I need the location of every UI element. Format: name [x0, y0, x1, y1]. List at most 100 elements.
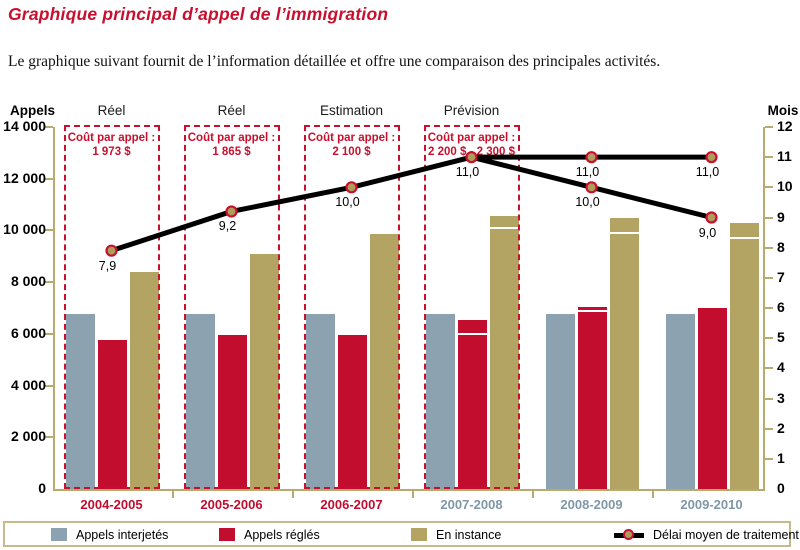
x-axis-line	[53, 489, 765, 491]
x-axis-year-label-2008-2009: 2008-2009	[560, 497, 623, 512]
left-axis-tick	[45, 384, 53, 387]
right-axis-tick	[765, 126, 773, 128]
bar-En instance-2005-2006	[249, 253, 279, 489]
right-axis-tick-label: 10	[777, 178, 793, 195]
bar-range-divider	[729, 237, 759, 240]
left-axis-tick	[45, 281, 53, 284]
left-axis-title: Appels	[10, 103, 56, 118]
legend-swatch-Appels réglés	[219, 528, 235, 541]
cost-per-appeal-note: Coût par appel :2 100 $	[307, 132, 396, 158]
left-axis-tick-label: 14 000	[3, 118, 46, 134]
left-axis-tick-label: 6 000	[10, 324, 46, 341]
legend-label-En instance: En instance	[436, 528, 502, 542]
right-axis-tick	[765, 457, 773, 460]
left-axis-tick-label: 10 000	[3, 221, 46, 238]
right-axis-tick-label: 0	[777, 480, 785, 496]
right-axis-tick-label: 8	[777, 238, 785, 255]
x-axis-group-tick	[531, 491, 534, 498]
delay-value-label: 7,9	[98, 258, 117, 273]
bar-Appels interjetés-2008-2009	[545, 314, 575, 489]
left-axis-tick-label: 4 000	[10, 376, 46, 393]
bar-En instance-2004-2005	[129, 271, 159, 489]
bar-range-divider	[577, 309, 607, 312]
left-axis-tick	[45, 436, 53, 439]
right-axis-tick	[765, 397, 773, 400]
right-axis-tick-label: 4	[777, 359, 785, 376]
delay-value-label: 11,0	[695, 165, 720, 180]
x-axis-year-label-2005-2006: 2005-2006	[200, 497, 263, 512]
right-axis-tick-label: 3	[777, 389, 785, 406]
right-axis-tick	[765, 216, 773, 219]
left-axis-tick-label: 12 000	[3, 169, 46, 186]
delay-value-label: 9,2	[218, 219, 237, 234]
bar-Appels interjetés-2004-2005	[65, 314, 95, 489]
chart-legend: Appels interjetés Appels réglés En instanc…	[3, 521, 799, 547]
delay-value-label: 11,0	[575, 165, 600, 180]
legend-label-Appels interjetés: Appels interjetés	[76, 528, 169, 542]
page-title: Graphique principal d’appel de l’immigra…	[8, 4, 389, 24]
bar-En instance-2007-2008	[489, 216, 519, 489]
right-axis-tick-label: 9	[777, 208, 785, 225]
legend-swatch-En instance	[411, 528, 427, 541]
delay-value-label: 10,0	[335, 195, 360, 210]
left-axis-line	[53, 127, 55, 491]
x-axis-group-tick	[291, 491, 294, 498]
cost-per-appeal-note: Coût par appel :1 973 $	[67, 132, 156, 158]
left-axis-tick-label: 2 000	[10, 428, 46, 445]
bar-En instance-2008-2009	[609, 217, 639, 489]
left-axis-tick	[45, 229, 53, 232]
right-axis-tick	[765, 156, 773, 159]
right-axis-tick-label: 2	[777, 419, 785, 436]
right-axis-tick-label: 1	[777, 449, 785, 466]
period-label-Estimation: Estimation	[319, 103, 384, 118]
legend-label-Délai moyen de traitement: Délai moyen de traitement	[653, 528, 799, 542]
bar-Appels réglés-2007-2008	[457, 319, 487, 489]
bar-Appels réglés-2009-2010	[697, 308, 727, 489]
x-axis-group-tick	[651, 491, 654, 498]
right-axis-tick-label: 11	[777, 148, 792, 165]
period-box-Réel: Coût par appel :1 865 $	[183, 125, 280, 489]
x-axis-year-label-2006-2007: 2006-2007	[320, 497, 383, 512]
left-axis-tick	[45, 177, 53, 180]
right-axis-line	[763, 127, 765, 491]
bar-En instance-2009-2010	[729, 222, 759, 489]
right-axis-tick	[765, 307, 773, 309]
period-box-Réel: Coût par appel :1 973 $	[63, 125, 160, 489]
right-axis-tick-label: 5	[777, 329, 785, 346]
x-axis-year-label-2007-2008: 2007-2008	[440, 497, 503, 512]
legend-line-dot	[623, 529, 634, 540]
right-axis-tick	[765, 337, 773, 340]
page-subtitle: Le graphique suivant fournit de l’inform…	[8, 53, 661, 70]
period-label-Prévision: Prévision	[443, 103, 500, 118]
x-axis-year-label-2004-2005: 2004-2005	[80, 497, 143, 512]
period-box-Prévision: Coût par appel :2 200 $ - 2 300 $	[423, 125, 520, 489]
bar-Appels interjetés-2007-2008	[425, 314, 455, 489]
bar-Appels réglés-2005-2006	[217, 335, 247, 489]
right-axis-tick	[765, 276, 773, 279]
left-axis-tick-label: 8 000	[10, 273, 46, 290]
right-axis-tick	[765, 246, 773, 249]
bar-Appels réglés-2008-2009	[577, 306, 607, 489]
left-axis-tick	[45, 126, 53, 128]
bar-Appels interjetés-2009-2010	[665, 314, 695, 489]
bar-Appels interjetés-2006-2007	[305, 314, 335, 489]
bar-range-divider	[457, 333, 487, 336]
right-axis-tick	[765, 367, 773, 370]
bar-Appels interjetés-2005-2006	[185, 314, 215, 489]
delay-value-label: 10,0	[575, 195, 600, 210]
right-axis-tick	[765, 186, 773, 189]
right-axis-title: Mois	[767, 103, 799, 118]
period-box-Estimation: Coût par appel :2 100 $	[303, 125, 400, 489]
bar-range-divider	[609, 232, 639, 235]
right-axis-tick-label: 6	[777, 299, 785, 315]
bar-En instance-2006-2007	[369, 234, 399, 489]
bar-Appels réglés-2004-2005	[97, 340, 127, 489]
left-axis-tick-label: 0	[38, 480, 46, 496]
bar-Appels réglés-2006-2007	[337, 335, 367, 489]
x-axis-group-tick	[171, 491, 174, 498]
x-axis-group-tick	[411, 491, 414, 498]
delay-value-label: 11,0	[455, 165, 480, 180]
right-axis-tick-label: 7	[777, 268, 785, 285]
